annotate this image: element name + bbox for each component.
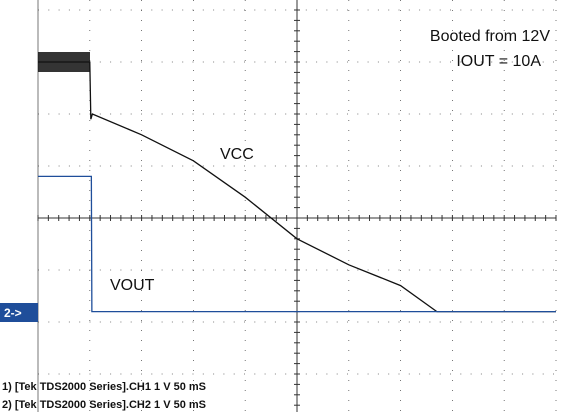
series-label: VCC: [220, 146, 254, 163]
series-label: VOUT: [110, 277, 155, 294]
channel-marker: 2->: [4, 306, 22, 320]
annotation: IOUT = 10A: [456, 53, 541, 70]
annotation: Booted from 12V: [430, 28, 550, 45]
footer-line: 2) [Tek TDS2000 Series].CH2 1 V 50 mS: [2, 399, 206, 411]
trace: [38, 175, 556, 313]
marker-box: [0, 303, 38, 322]
footer-line: 1) [Tek TDS2000 Series].CH1 1 V 50 mS: [2, 381, 206, 393]
